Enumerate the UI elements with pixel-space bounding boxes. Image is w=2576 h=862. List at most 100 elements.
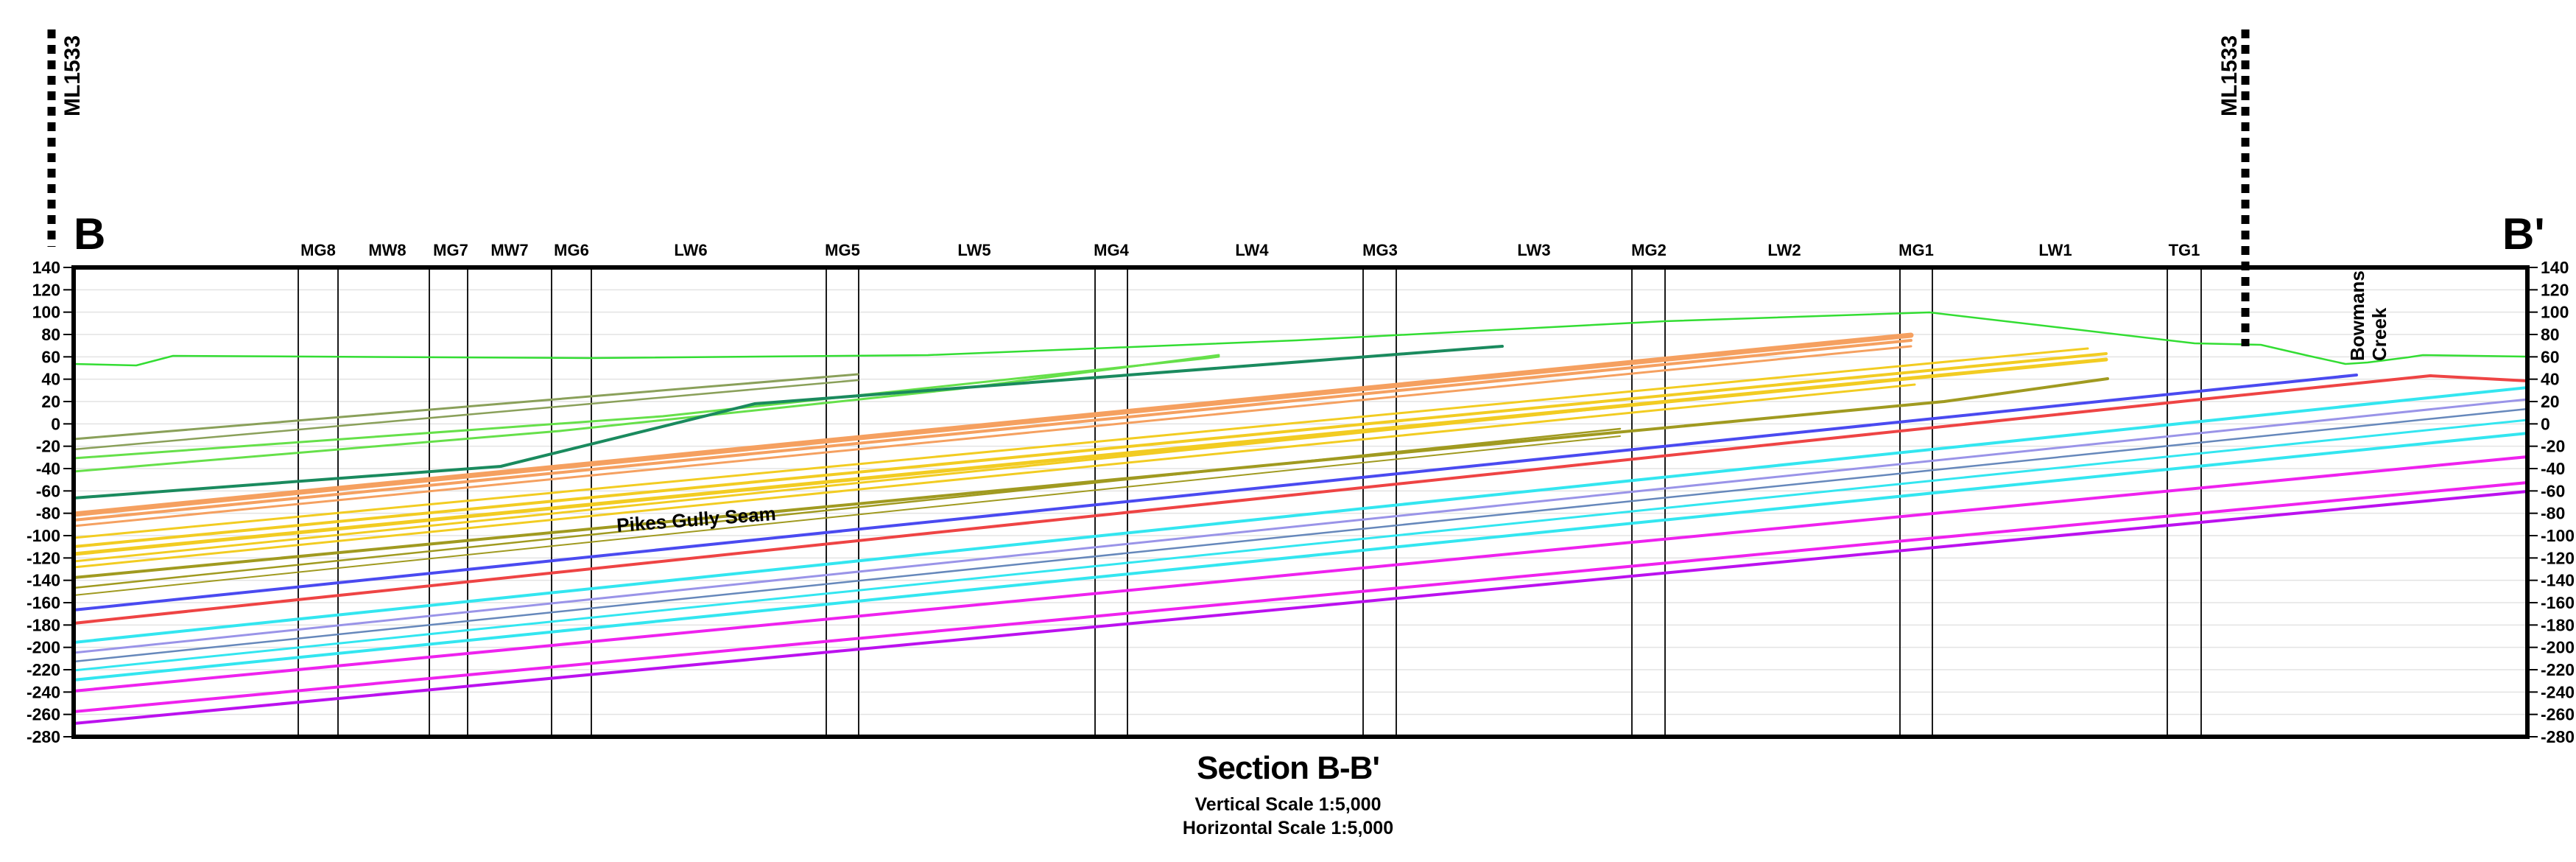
working-label: MG4 bbox=[1094, 241, 1129, 259]
elevation-label-right: -160 bbox=[2541, 593, 2575, 612]
elevation-label-right: 40 bbox=[2541, 370, 2560, 389]
working-label: LW4 bbox=[1235, 241, 1269, 259]
elevation-label-right: -180 bbox=[2541, 615, 2575, 634]
elevation-label-right: -260 bbox=[2541, 705, 2575, 724]
horizontal-scale: Horizontal Scale 1:5,000 bbox=[1182, 818, 1394, 838]
elevation-label-right: -20 bbox=[2541, 437, 2565, 456]
elevation-label-right: 100 bbox=[2541, 303, 2569, 322]
elevation-label-right: -120 bbox=[2541, 548, 2575, 567]
elevation-label-left: -180 bbox=[27, 615, 60, 634]
working-label: MG3 bbox=[1362, 241, 1398, 259]
working-label: MW7 bbox=[490, 241, 528, 259]
elevation-label-left: 80 bbox=[41, 325, 60, 344]
elevation-label-left: -40 bbox=[36, 459, 60, 478]
elevation-axes: 140 140 120 120 100 100 80 80 60 60 40 40 20 20 0 0 -20 -… bbox=[27, 258, 2575, 746]
section-title: Section B-B' bbox=[1197, 750, 1380, 786]
lease-label-left: ML1533 bbox=[60, 35, 85, 116]
elevation-label-left: 20 bbox=[41, 392, 60, 411]
elevation-label-right: 140 bbox=[2541, 258, 2569, 277]
working-label: LW1 bbox=[2038, 241, 2072, 259]
vertical-scale: Vertical Scale 1:5,000 bbox=[1194, 794, 1382, 815]
stratum-line bbox=[72, 374, 2529, 625]
elevation-label-right: -100 bbox=[2541, 526, 2575, 545]
elevation-label-right: -60 bbox=[2541, 481, 2565, 500]
working-label: MG6 bbox=[554, 241, 589, 259]
section-frame bbox=[71, 265, 2530, 739]
stratum-line bbox=[72, 373, 859, 441]
stratum-line bbox=[72, 481, 2529, 713]
elevation-label-left: 120 bbox=[32, 280, 60, 299]
elevation-label-left: 40 bbox=[41, 370, 60, 389]
working-label: LW6 bbox=[674, 241, 707, 259]
stratum-line bbox=[72, 345, 1504, 500]
pikes-gully-seam bbox=[72, 374, 2358, 612]
stratum-line bbox=[72, 345, 1912, 528]
elevation-label-left: -220 bbox=[27, 660, 60, 679]
working-label: MG7 bbox=[433, 241, 468, 259]
elevation-label-right: -280 bbox=[2541, 727, 2575, 746]
stratum-line bbox=[72, 490, 2529, 725]
elevation-label-left: -140 bbox=[27, 571, 60, 590]
stratum-line bbox=[72, 376, 1916, 563]
elevation-label-right: -80 bbox=[2541, 504, 2565, 523]
working-label: LW5 bbox=[957, 241, 990, 259]
stratum-line bbox=[72, 355, 1220, 460]
stratum-line bbox=[72, 398, 2529, 654]
stratum-line bbox=[72, 354, 1220, 473]
elevation-label-right: -240 bbox=[2541, 682, 2575, 701]
working-label: MW8 bbox=[368, 241, 406, 259]
working-label: LW2 bbox=[1767, 241, 1801, 259]
elevation-label-left: 0 bbox=[51, 414, 60, 433]
section-start-label: B bbox=[74, 209, 105, 259]
stratum-line bbox=[71, 332, 1914, 517]
stratum-line bbox=[72, 352, 2108, 548]
strata-lines bbox=[71, 311, 2529, 725]
working-label: MG5 bbox=[825, 241, 860, 259]
section-end-label: B' bbox=[2502, 209, 2545, 259]
stratum-line bbox=[73, 435, 1621, 596]
working-label: MG2 bbox=[1631, 241, 1667, 259]
elevation-label-left: -60 bbox=[36, 481, 60, 500]
elevation-label-right: -220 bbox=[2541, 660, 2575, 679]
elevation-label-left: -100 bbox=[27, 526, 60, 545]
stratum-line bbox=[72, 379, 859, 451]
working-label: LW3 bbox=[1517, 241, 1550, 259]
working-label: MG1 bbox=[1898, 241, 1934, 259]
elevation-label-left: 140 bbox=[32, 258, 60, 277]
stratum-line bbox=[72, 418, 2529, 672]
elevation-label-left: -240 bbox=[27, 682, 60, 701]
elevation-label-left: -120 bbox=[27, 548, 60, 567]
creek-label-line1: Bowmans bbox=[2346, 270, 2368, 361]
lease-boundaries bbox=[47, 29, 2250, 346]
elevation-label-left: -200 bbox=[27, 638, 60, 657]
stratum-line bbox=[72, 377, 2109, 579]
creek-label-line2: Creek bbox=[2368, 307, 2390, 361]
elevation-label-left: -260 bbox=[27, 705, 60, 724]
elevation-label-right: 120 bbox=[2541, 280, 2569, 299]
stratum-line bbox=[72, 347, 2089, 539]
elevation-label-left: 100 bbox=[32, 303, 60, 322]
elevation-label-right: -40 bbox=[2541, 459, 2565, 478]
stratum-line bbox=[72, 427, 1622, 589]
elevation-label-left: -280 bbox=[27, 727, 60, 746]
stratum-line bbox=[72, 455, 2529, 693]
elevation-label-left: 60 bbox=[41, 347, 60, 366]
stratum-line bbox=[72, 383, 1916, 569]
stratum-line bbox=[72, 407, 2529, 663]
ground-surface bbox=[72, 311, 2529, 367]
stratum-line bbox=[72, 339, 1912, 522]
elevation-label-right: -140 bbox=[2541, 571, 2575, 590]
elevation-gridlines bbox=[74, 267, 2527, 737]
elevation-label-left: -80 bbox=[36, 504, 60, 523]
lease-label-right: ML1533 bbox=[2217, 35, 2242, 116]
elevation-label-left: -20 bbox=[36, 437, 60, 456]
elevation-label-right: 20 bbox=[2541, 392, 2560, 411]
elevation-label-right: 0 bbox=[2541, 414, 2550, 433]
elevation-label-right: 60 bbox=[2541, 347, 2560, 366]
stratum-line bbox=[72, 386, 2529, 644]
elevation-label-right: 80 bbox=[2541, 325, 2560, 344]
elevation-label-right: -200 bbox=[2541, 638, 2575, 657]
working-label: MG8 bbox=[300, 241, 336, 259]
stratum-line bbox=[72, 432, 2529, 681]
